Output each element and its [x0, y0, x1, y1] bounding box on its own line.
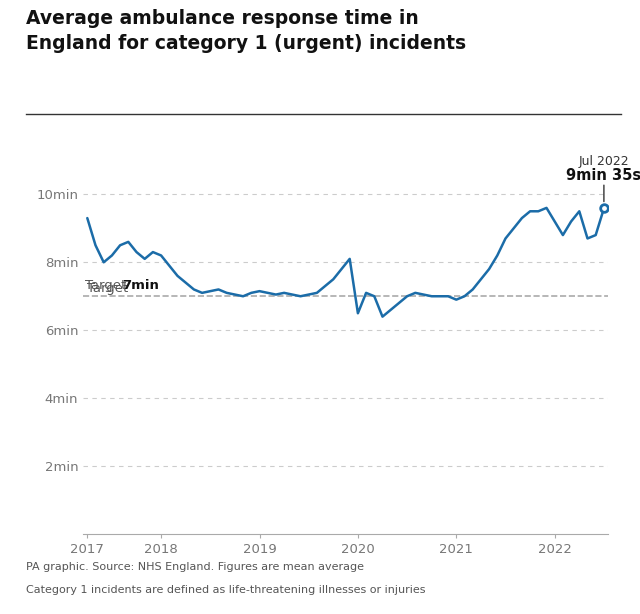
Text: 9min 35s: 9min 35s — [566, 168, 640, 183]
Text: England for category 1 (urgent) incidents: England for category 1 (urgent) incident… — [26, 34, 466, 53]
Text: Target: Target — [88, 282, 133, 295]
Text: 7min: 7min — [122, 279, 159, 292]
Text: PA graphic. Source: NHS England. Figures are mean average: PA graphic. Source: NHS England. Figures… — [26, 562, 364, 572]
Text: Target: Target — [85, 279, 131, 292]
Text: Average ambulance response time in: Average ambulance response time in — [26, 9, 419, 28]
Text: Jul 2022: Jul 2022 — [579, 155, 629, 168]
Text: Category 1 incidents are defined as life-threatening illnesses or injuries: Category 1 incidents are defined as life… — [26, 585, 425, 594]
